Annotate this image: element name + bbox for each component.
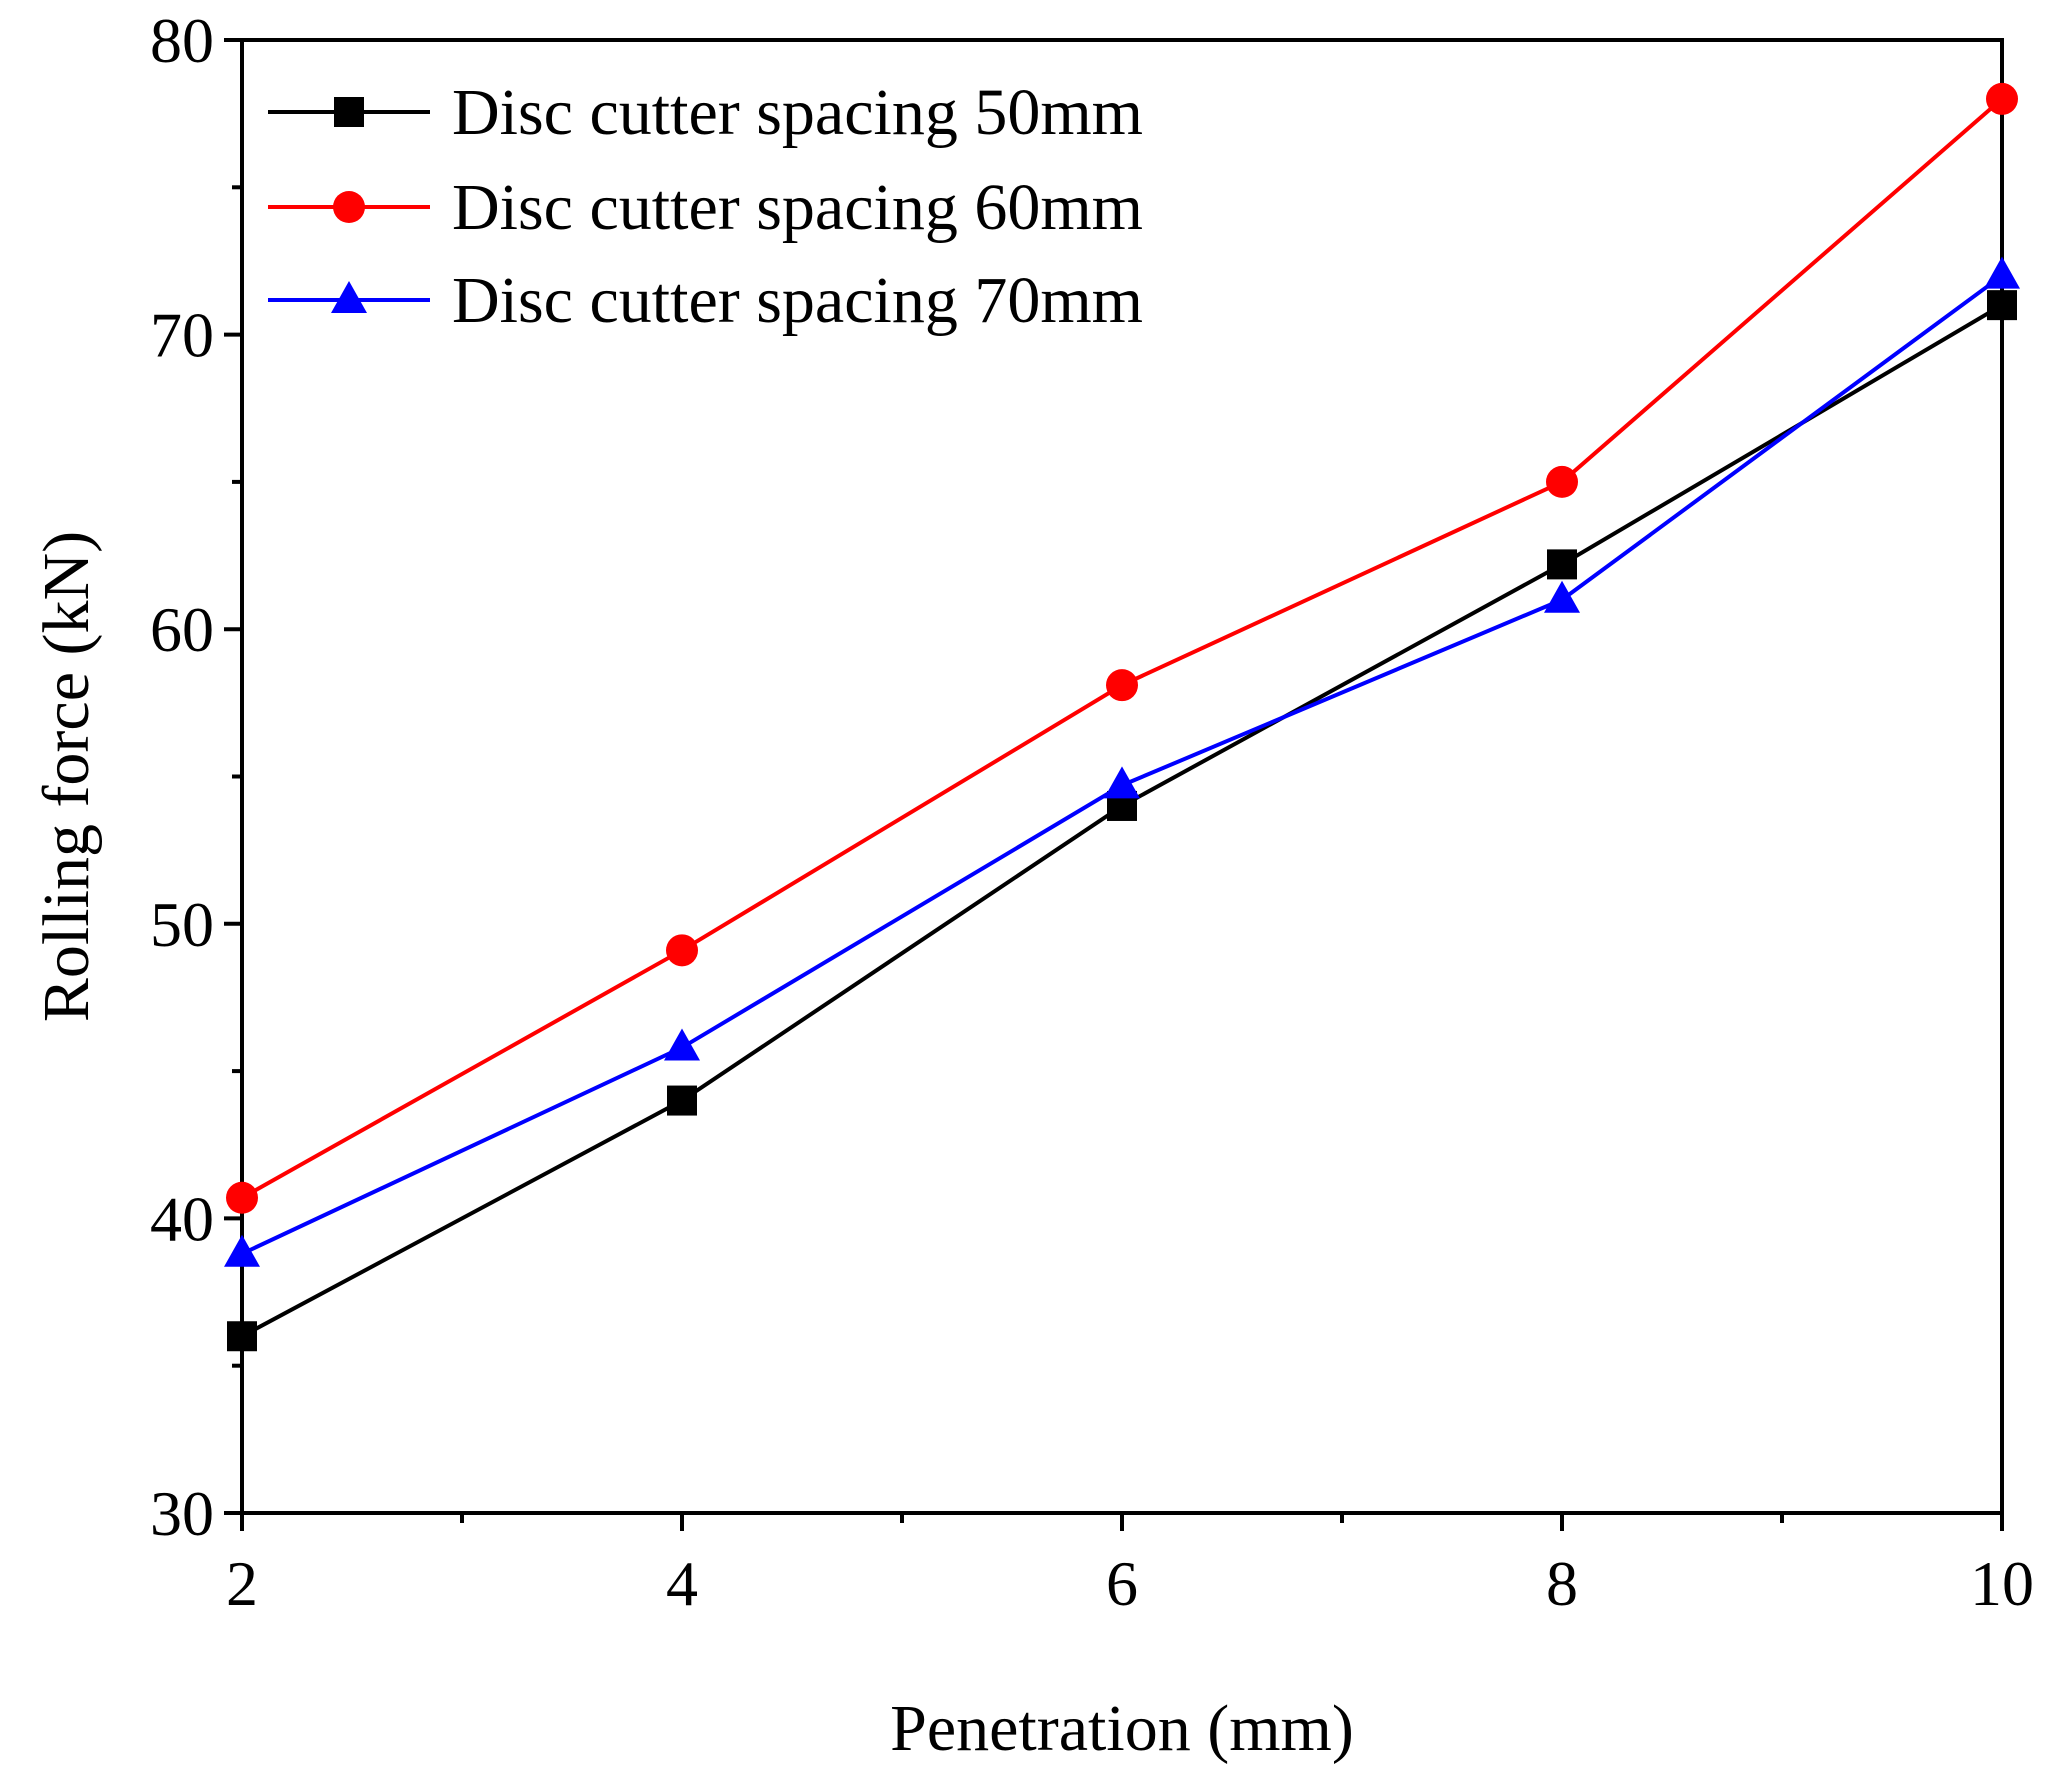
y-tick-label-80: 80	[150, 5, 214, 76]
series-2-point-2	[226, 1181, 258, 1214]
legend-marker-3	[331, 281, 367, 313]
legend-label-1: Disc cutter spacing 50mm	[452, 76, 1143, 149]
legend-item-1: Disc cutter spacing 50mm	[268, 76, 1143, 149]
series-3-point-4	[664, 1028, 700, 1061]
series-3-point-8	[1544, 580, 1580, 613]
legend: Disc cutter spacing 50mm Disc cutter spac…	[268, 76, 1143, 337]
axes: 2 4 6 8 10 30 40 50 60 70 80	[150, 5, 2034, 1619]
x-axis-title: Penetration (mm)	[890, 1692, 1354, 1765]
legend-marker-1	[334, 97, 364, 127]
y-axis-title: Rolling force (kN)	[30, 531, 103, 1022]
legend-item-2: Disc cutter spacing 60mm	[268, 171, 1143, 244]
series-3-point-2	[224, 1234, 260, 1267]
legend-label-3: Disc cutter spacing 70mm	[452, 264, 1143, 337]
series-1-point-10	[1987, 290, 2017, 321]
x-tick-label-2: 2	[226, 1548, 258, 1619]
x-tick-label-4: 4	[666, 1548, 698, 1619]
x-tick-label-6: 6	[1106, 1548, 1138, 1619]
series-3	[224, 256, 2020, 1267]
series-2	[226, 82, 2018, 1214]
y-tick-label-50: 50	[150, 889, 214, 960]
series-1	[227, 290, 2017, 1352]
y-tick-label-40: 40	[150, 1183, 214, 1254]
series-3-point-10	[1984, 256, 2020, 289]
series-1-point-8	[1547, 549, 1577, 580]
x-tick-label-10: 10	[1970, 1548, 2034, 1619]
legend-label-2: Disc cutter spacing 60mm	[452, 171, 1143, 244]
y-tick-label-60: 60	[150, 594, 214, 665]
legend-marker-2	[333, 191, 365, 223]
series-1-point-2	[227, 1321, 257, 1352]
series-1-point-4	[667, 1085, 697, 1116]
series-layer	[224, 82, 2020, 1352]
series-2-point-6	[1106, 669, 1138, 702]
series-2-point-10	[1986, 82, 2018, 115]
series-3-point-6	[1104, 766, 1140, 799]
series-3-line	[241, 274, 2004, 1256]
legend-item-3: Disc cutter spacing 70mm	[268, 264, 1143, 337]
x-tick-label-8: 8	[1546, 1548, 1578, 1619]
y-tick-label-70: 70	[150, 300, 214, 371]
y-tick-label-30: 30	[150, 1478, 214, 1549]
series-2-point-4	[666, 934, 698, 967]
series-2-point-8	[1546, 465, 1578, 498]
